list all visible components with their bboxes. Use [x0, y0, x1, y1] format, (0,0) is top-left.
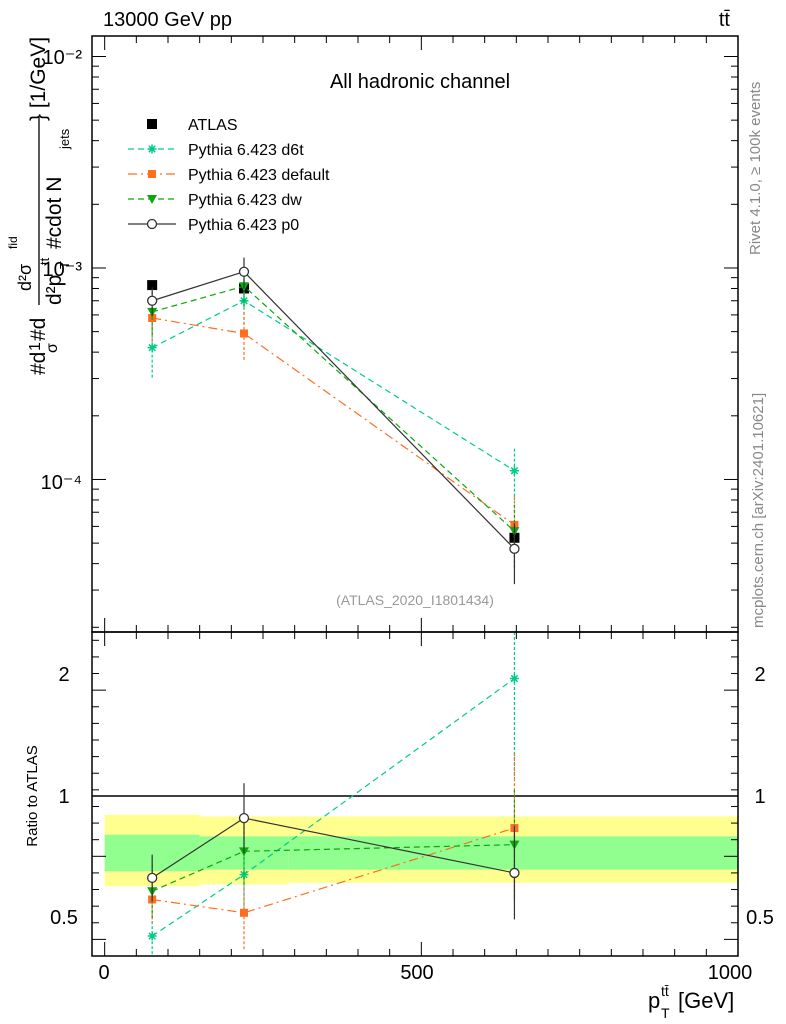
main-y-tick-labels: 10⁻² 10⁻³ 10⁻⁴	[41, 47, 83, 494]
ratio-y-tick-label-05-left: 0.5	[50, 907, 78, 929]
ratio-point-d6t	[147, 931, 157, 941]
y-tick-label-1e-3: 10⁻³	[43, 259, 83, 281]
series-line-d6t	[151, 300, 515, 472]
y-tick-label-1e-2: 10⁻²	[43, 47, 83, 69]
ratio-point-d6t	[509, 674, 519, 684]
point-d6t	[147, 343, 157, 353]
ratio-line-d6t	[151, 678, 515, 937]
ylabel-part-jets: jets	[57, 128, 72, 150]
point-p0	[147, 295, 158, 306]
legend-marker-d6t	[147, 144, 157, 154]
point-default	[240, 329, 248, 338]
ratio-y-tick-label-2-left: 2	[58, 664, 69, 686]
ratio-tick-marks	[92, 632, 739, 956]
ratio-point-d6t	[239, 870, 249, 880]
legend-label-p0: Pythia 6.423 p0	[188, 217, 299, 234]
series-line-p0	[151, 271, 515, 550]
main-panel: All hadronic channel (ATLAS_2020_I180143…	[41, 35, 739, 633]
ratio-uncertainty-bands	[104, 814, 738, 887]
legend-marker-atlas	[147, 119, 157, 129]
y-tick-label-1e-4: 10⁻⁴	[41, 472, 82, 494]
main-y-axis-label: #d 1 σ #d d²σ fid d²p tt̄ T #cdot N jets…	[6, 37, 72, 375]
legend-marker-default	[148, 170, 156, 178]
xlabel-part-ttbar: tt̄	[661, 983, 669, 999]
ylabel-part-unit: } [1/GeV]	[27, 37, 50, 121]
energy-label: 13000 GeV pp	[103, 9, 232, 31]
ylabel-part-cdot: #cdot N	[43, 177, 66, 249]
legend-label-default: Pythia 6.423 default	[188, 167, 330, 184]
ylabel-part-ttbar: tt̄	[37, 257, 52, 265]
series-default	[148, 298, 519, 569]
process-label: tt̄	[719, 9, 731, 31]
ratio-series-p0	[147, 783, 520, 920]
mcplots-label: mcplots.cern.ch [arXiv:2401.10621]	[750, 393, 767, 628]
x-tick-label-500: 500	[400, 962, 433, 984]
ylabel-part-d1: #d	[27, 352, 50, 375]
legend-label-atlas: ATLAS	[188, 117, 238, 134]
ratio-series-group	[147, 632, 520, 956]
xlabel-part-unit: [GeV]	[678, 988, 734, 1013]
legend-marker-dw	[147, 195, 157, 204]
legend-label-dw: Pythia 6.423 dw	[188, 192, 302, 209]
ylabel-part-d2p: d²p	[43, 275, 66, 305]
ratio-point-p0	[147, 872, 158, 884]
point-d6t	[509, 466, 519, 476]
ratio-y-axis-label: Ratio to ATLAS	[24, 745, 41, 846]
x-axis-label: p T tt̄ [GeV]	[648, 983, 734, 1021]
legend-label-d6t: Pythia 6.423 d6t	[188, 142, 304, 159]
ratio-panel: 2 1 0.5 2 1 0.5 Ratio to ATLAS 0 500 100…	[24, 631, 774, 1021]
point-p0	[238, 266, 250, 277]
ratio-frame	[91, 631, 739, 957]
series-d6t	[147, 281, 519, 500]
ratio-point-p0	[238, 812, 250, 824]
x-tick-label-1000: 1000	[708, 962, 753, 984]
ylabel-part-T: T	[57, 261, 72, 269]
ratio-point-p0	[509, 867, 520, 879]
series-p0	[147, 257, 520, 585]
xlabel-part-p: p	[648, 988, 660, 1013]
reference-label: (ATLAS_2020_I1801434)	[336, 592, 494, 608]
point-p0	[509, 543, 520, 554]
x-tick-label-0: 0	[98, 962, 109, 984]
ratio-y-tick-label-1-left: 1	[58, 786, 69, 808]
xlabel-part-T: T	[661, 1005, 670, 1021]
ylabel-part-d2sigma: d²σ	[15, 264, 35, 291]
ratio-y-tick-label-1-right: 1	[754, 786, 765, 808]
ylabel-part-d2: #d	[27, 318, 50, 341]
ratio-y-tick-label-05-right: 0.5	[746, 907, 774, 929]
series-dw	[147, 268, 520, 569]
rivet-label: Rivet 4.1.0, ≥ 100k events	[747, 82, 764, 255]
legend: ATLAS Pythia 6.423 d6t Pythia 6.423 defaul…	[128, 117, 330, 234]
point-atlas	[147, 280, 158, 291]
main-series-group	[147, 257, 520, 585]
ratio-y-tick-label-2-right: 2	[754, 664, 765, 686]
series-line-dw	[152, 285, 515, 532]
chart-title: All hadronic channel	[330, 71, 510, 93]
ylabel-part-one: 1	[27, 342, 44, 351]
series-atlas	[147, 280, 520, 543]
ratio-point-default	[240, 908, 248, 917]
ylabel-part-fid: fid	[6, 236, 20, 249]
legend-marker-p0	[146, 218, 158, 230]
ylabel-part-sigma: σ	[44, 343, 61, 353]
